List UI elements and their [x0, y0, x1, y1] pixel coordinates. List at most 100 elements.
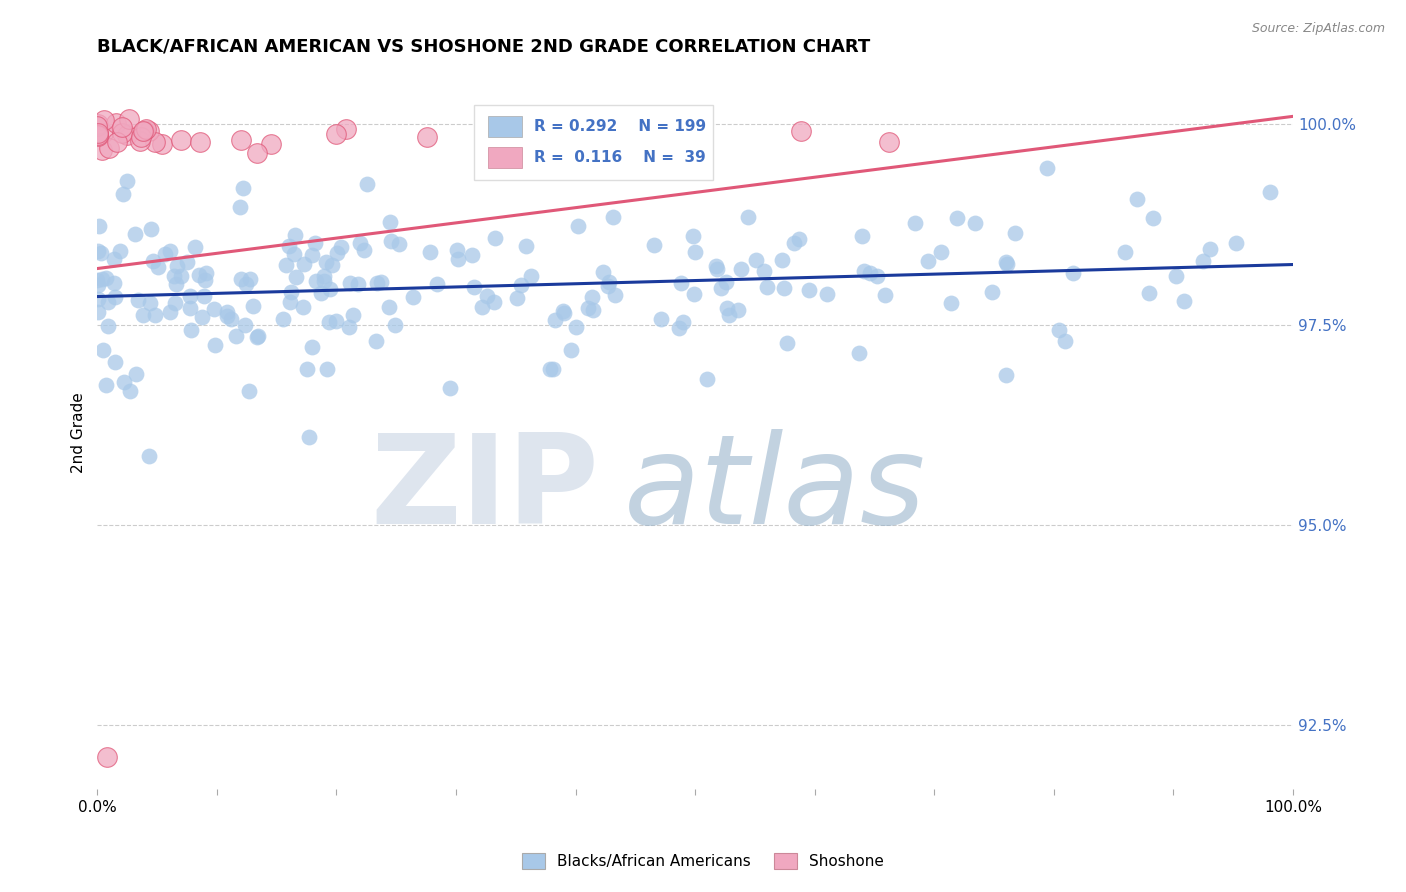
- Point: [581, 290, 603, 304]
- Point: [103, 277, 125, 291]
- Point: [191, 310, 214, 325]
- Point: [567, 219, 589, 233]
- Point: [305, 274, 328, 288]
- Point: [111, 120, 134, 134]
- Point: [165, 296, 187, 310]
- Point: [260, 136, 283, 151]
- Point: [366, 276, 388, 290]
- Point: [159, 244, 181, 258]
- Point: [142, 254, 165, 268]
- Point: [1164, 268, 1187, 283]
- Point: [446, 243, 468, 257]
- Point: [717, 308, 740, 322]
- Point: [1198, 242, 1220, 256]
- Point: [145, 308, 167, 322]
- Point: [276, 258, 298, 272]
- Point: [995, 255, 1018, 269]
- Point: [301, 247, 323, 261]
- Point: [166, 259, 188, 273]
- Point: [87, 128, 110, 142]
- Point: [314, 268, 336, 283]
- Point: [415, 130, 437, 145]
- Point: [87, 244, 110, 259]
- Point: [1192, 253, 1215, 268]
- Point: [280, 285, 302, 299]
- Point: [285, 269, 308, 284]
- Point: [120, 384, 142, 398]
- Point: [873, 288, 896, 302]
- Point: [1173, 293, 1195, 308]
- Point: [848, 346, 870, 360]
- Point: [163, 269, 186, 284]
- Point: [716, 301, 738, 316]
- Point: [551, 304, 574, 318]
- Point: [86, 126, 108, 140]
- Point: [776, 335, 799, 350]
- Point: [682, 229, 704, 244]
- Point: [170, 133, 193, 147]
- Point: [1137, 286, 1160, 301]
- Point: [217, 305, 239, 319]
- Point: [301, 340, 323, 354]
- Point: [510, 277, 533, 292]
- Point: [426, 277, 449, 291]
- Point: [87, 304, 110, 318]
- Point: [132, 124, 155, 138]
- Text: atlas: atlas: [623, 429, 925, 550]
- Point: [477, 288, 499, 302]
- Point: [515, 238, 537, 252]
- Point: [315, 255, 337, 269]
- Point: [904, 216, 927, 230]
- Point: [188, 135, 211, 149]
- Point: [330, 240, 353, 254]
- Point: [419, 244, 441, 259]
- Point: [560, 343, 582, 357]
- Point: [311, 286, 333, 301]
- Point: [402, 290, 425, 304]
- Point: [337, 319, 360, 334]
- Point: [1054, 334, 1077, 349]
- Point: [233, 318, 256, 333]
- Point: [232, 181, 254, 195]
- Point: [756, 280, 779, 294]
- Point: [1004, 226, 1026, 240]
- Point: [1125, 192, 1147, 206]
- Point: [349, 235, 371, 250]
- FancyBboxPatch shape: [488, 147, 522, 169]
- Point: [567, 130, 589, 145]
- Point: [291, 300, 314, 314]
- Point: [852, 264, 875, 278]
- Point: [484, 231, 506, 245]
- Point: [602, 211, 624, 225]
- Point: [131, 309, 153, 323]
- Point: [165, 277, 187, 291]
- Text: R =  0.116    N =  39: R = 0.116 N = 39: [534, 150, 706, 165]
- Point: [194, 273, 217, 287]
- Point: [235, 277, 257, 292]
- Point: [215, 309, 238, 323]
- Point: [304, 235, 326, 250]
- Point: [790, 123, 813, 137]
- Point: [538, 361, 561, 376]
- Point: [598, 275, 620, 289]
- Point: [98, 141, 121, 155]
- Point: [582, 303, 605, 318]
- Point: [378, 300, 401, 314]
- Point: [184, 240, 207, 254]
- Point: [125, 367, 148, 381]
- Point: [115, 128, 138, 142]
- Point: [118, 112, 141, 127]
- Text: R = 0.292    N = 199: R = 0.292 N = 199: [534, 119, 706, 134]
- Point: [544, 313, 567, 327]
- Legend: Blacks/African Americans, Shoshone: Blacks/African Americans, Shoshone: [516, 847, 890, 875]
- Point: [86, 277, 108, 292]
- Point: [90, 272, 112, 286]
- Point: [105, 136, 128, 150]
- Point: [284, 227, 307, 242]
- Point: [851, 228, 873, 243]
- Text: ZIP: ZIP: [371, 429, 599, 550]
- Point: [187, 268, 209, 283]
- Point: [859, 266, 882, 280]
- Point: [370, 275, 392, 289]
- Point: [706, 262, 728, 277]
